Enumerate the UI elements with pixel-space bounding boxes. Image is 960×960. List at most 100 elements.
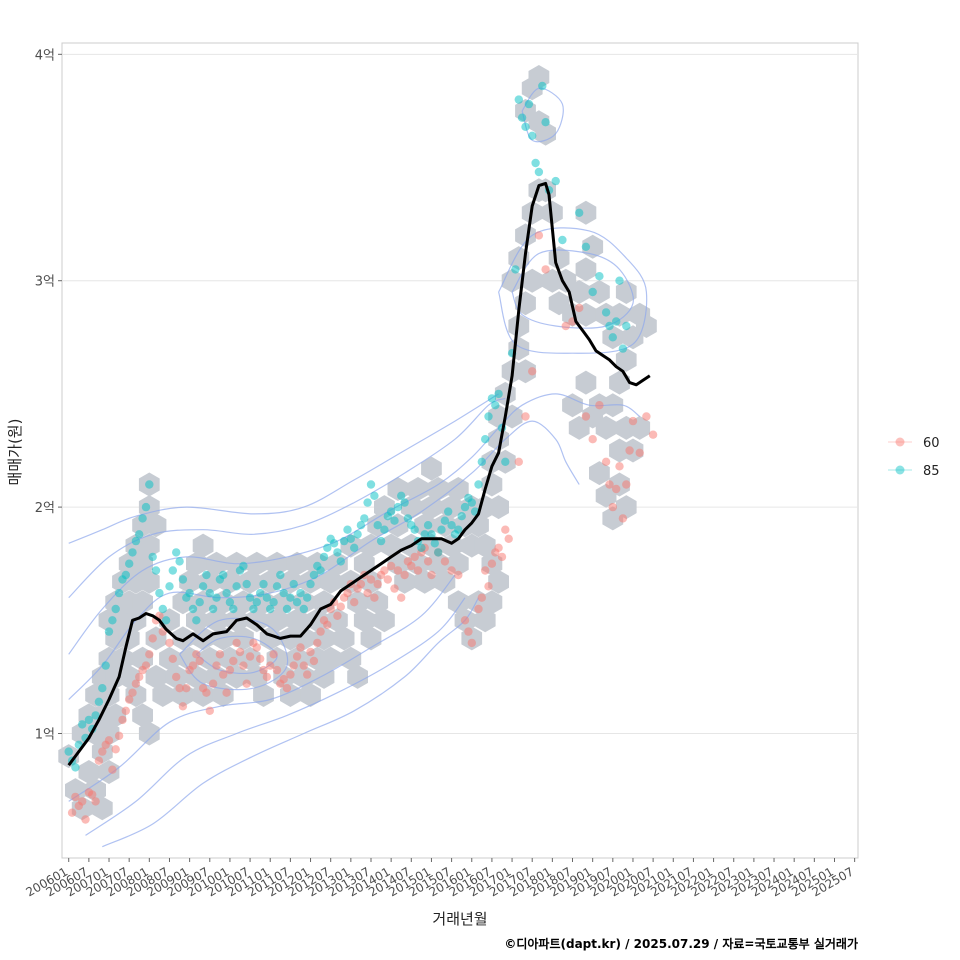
point-85 [400, 498, 409, 507]
y-axis-title: 매매가(원) [6, 419, 24, 486]
point-85 [434, 548, 443, 557]
point-60 [380, 566, 389, 575]
x-axis-title: 거래년월 [432, 910, 487, 928]
point-60 [333, 611, 342, 620]
point-85 [165, 582, 174, 591]
y-tick-label: 3억 [35, 275, 55, 290]
contour-line [102, 597, 480, 848]
point-85 [155, 588, 164, 598]
point-60 [501, 525, 510, 534]
point-60 [350, 598, 359, 607]
point-60 [612, 484, 621, 494]
point-60 [67, 808, 77, 817]
point-85 [104, 627, 114, 636]
y-axis: 1억 2억 3억 4억 [35, 48, 62, 742]
point-60 [306, 647, 315, 657]
hex-bin [360, 533, 382, 558]
point-85 [195, 598, 204, 607]
point-85 [276, 570, 285, 580]
point-85 [323, 543, 332, 552]
point-60 [286, 670, 295, 679]
point-60 [615, 462, 624, 471]
point-85 [272, 582, 282, 591]
hex-bin [320, 646, 342, 671]
legend-label: 60 [923, 436, 940, 451]
point-85 [333, 548, 342, 557]
contour-line [68, 393, 499, 544]
point-85 [430, 539, 439, 548]
hex-bin [172, 626, 194, 651]
hex-bin [132, 551, 153, 576]
point-85 [521, 122, 530, 131]
point-85 [245, 593, 255, 602]
point-85 [420, 530, 429, 539]
point-85 [309, 570, 319, 580]
trend-line [67, 181, 651, 767]
point-60 [78, 797, 87, 806]
point-60 [242, 679, 251, 688]
point-60 [222, 688, 231, 697]
hex-bin [615, 495, 637, 520]
point-60 [440, 557, 450, 566]
point-85 [447, 521, 456, 530]
point-60 [313, 638, 322, 648]
point-60 [487, 559, 497, 568]
point-60 [178, 702, 188, 711]
hex-bin [447, 477, 469, 501]
point-60 [356, 579, 366, 589]
point-60 [229, 656, 238, 666]
hex-bin [138, 569, 160, 594]
point-60 [245, 652, 255, 661]
point-85 [501, 457, 510, 466]
point-60 [232, 638, 241, 648]
point-60 [296, 643, 305, 652]
point-60 [135, 672, 144, 682]
point-85 [94, 697, 104, 706]
point-85 [601, 308, 611, 317]
point-60 [393, 566, 403, 575]
point-85 [242, 579, 251, 589]
hex-bin [145, 664, 167, 689]
point-85 [339, 536, 349, 546]
point-60 [464, 627, 473, 636]
point-85 [437, 525, 446, 534]
point-85 [185, 588, 194, 598]
point-60 [279, 675, 288, 684]
trend-line-group [67, 181, 651, 767]
hex-bin [508, 314, 530, 338]
point-60 [282, 684, 292, 693]
point-85 [376, 536, 386, 546]
point-60 [608, 502, 617, 512]
point-60 [447, 566, 456, 575]
point-85 [198, 582, 208, 591]
credit-text: ©디아파트(dapt.kr) / 2025.07.29 / 자료=국토교통부 실… [504, 936, 858, 951]
hex-bin [152, 683, 174, 707]
point-60 [269, 650, 278, 659]
point-85 [202, 570, 211, 580]
point-60 [484, 582, 493, 591]
point-60 [256, 654, 265, 663]
point-60 [494, 543, 503, 552]
point-85 [373, 521, 382, 530]
point-85 [158, 604, 167, 614]
point-85 [511, 265, 520, 274]
point-85 [427, 530, 436, 539]
point-85 [172, 548, 181, 557]
point-85 [622, 321, 631, 331]
point-60 [628, 416, 638, 426]
point-85 [208, 604, 218, 614]
point-60 [121, 706, 130, 715]
point-60 [521, 412, 530, 421]
point-85 [219, 570, 228, 580]
point-60 [541, 265, 550, 274]
scatter-points [64, 81, 658, 824]
point-85 [84, 715, 94, 725]
point-85 [423, 521, 433, 530]
point-85 [282, 604, 292, 614]
density-contours [68, 87, 648, 848]
point-60 [575, 303, 584, 313]
point-60 [390, 584, 399, 593]
point-60 [427, 570, 436, 580]
point-85 [306, 579, 315, 589]
point-60 [336, 602, 345, 611]
